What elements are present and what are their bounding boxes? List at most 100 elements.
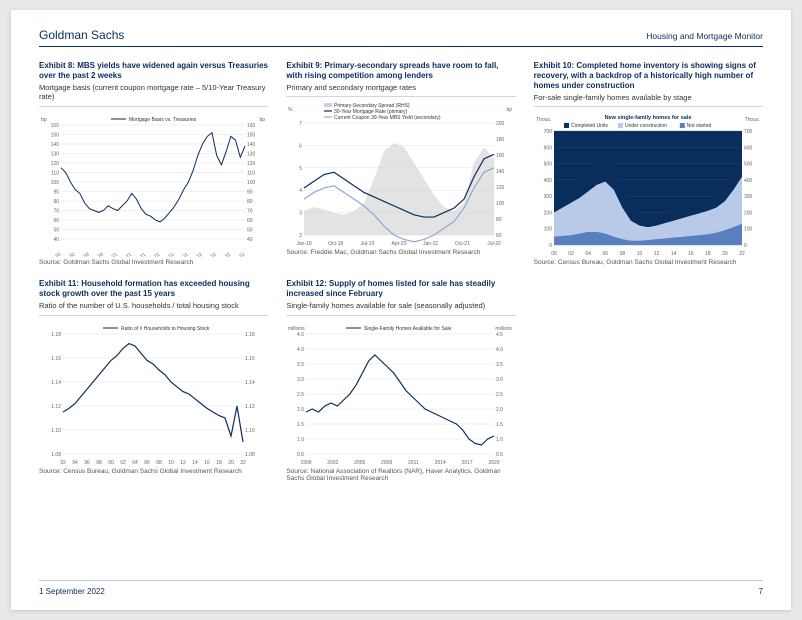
exhibit-12: Exhibit 12: Supply of homes listed for s… (286, 279, 515, 483)
svg-text:180: 180 (496, 137, 505, 143)
exhibit-source: Source: Census Bureau, Goldman Sachs Glo… (534, 259, 763, 267)
svg-text:22: 22 (240, 460, 246, 466)
svg-text:3: 3 (300, 211, 303, 217)
svg-text:20: 20 (722, 251, 728, 257)
svg-text:40: 40 (247, 237, 253, 243)
svg-text:96: 96 (84, 460, 90, 466)
svg-text:6: 6 (300, 144, 303, 150)
svg-text:bp: bp (507, 107, 513, 113)
exhibit-title: Exhibit 10: Completed home inventory is … (534, 61, 763, 91)
svg-text:1.14: 1.14 (245, 380, 255, 386)
svg-text:400: 400 (744, 178, 753, 184)
svg-text:98: 98 (96, 460, 102, 466)
svg-text:120: 120 (51, 161, 60, 167)
line-chart: bpbp404050506060707080809090100100110110… (39, 111, 267, 257)
svg-text:Aug-21: Aug-21 (145, 251, 162, 256)
section-label: Housing and Mortgage Monitor (646, 31, 763, 41)
svg-text:3.5: 3.5 (496, 362, 503, 368)
line-chart: 1.081.081.101.101.121.121.141.141.161.16… (39, 320, 267, 466)
svg-text:4.0: 4.0 (496, 347, 503, 353)
svg-text:Oct-18: Oct-18 (328, 241, 343, 247)
exhibit-subtitle: For-sale single-family homes available b… (534, 93, 763, 102)
svg-text:Jun-21: Jun-21 (131, 251, 147, 256)
svg-text:80: 80 (496, 217, 502, 223)
svg-text:500: 500 (543, 162, 552, 168)
svg-text:94: 94 (72, 460, 78, 466)
svg-text:Oct-20: Oct-20 (75, 251, 91, 256)
svg-text:92: 92 (60, 460, 66, 466)
svg-text:1.5: 1.5 (496, 422, 503, 428)
svg-text:2020: 2020 (489, 460, 500, 466)
svg-text:16: 16 (688, 251, 694, 257)
svg-text:Oct-21: Oct-21 (455, 241, 470, 247)
svg-text:12: 12 (653, 251, 659, 257)
svg-text:80: 80 (53, 199, 59, 205)
svg-text:1.08: 1.08 (51, 452, 61, 458)
page-footer: 1 September 2022 7 (39, 580, 763, 596)
svg-text:0: 0 (549, 243, 552, 249)
svg-text:500: 500 (744, 162, 753, 168)
svg-text:100: 100 (744, 227, 753, 233)
svg-text:Jun-22: Jun-22 (216, 251, 232, 256)
svg-text:00: 00 (108, 460, 114, 466)
svg-text:3.5: 3.5 (297, 362, 304, 368)
svg-text:70: 70 (247, 208, 253, 214)
svg-text:Dec-21: Dec-21 (173, 251, 190, 256)
svg-text:1.16: 1.16 (245, 356, 255, 362)
svg-text:20: 20 (228, 460, 234, 466)
svg-text:1.14: 1.14 (51, 380, 61, 386)
chart-container: Thous.Thous.New single-family homes for … (534, 106, 763, 256)
svg-text:1.10: 1.10 (51, 428, 61, 434)
svg-text:300: 300 (744, 195, 753, 201)
svg-text:Not started: Not started (686, 123, 711, 129)
exhibit-source: Source: Census Bureau, Goldman Sachs Glo… (39, 468, 268, 476)
svg-text:600: 600 (744, 146, 753, 152)
exhibit-source: Source: National Association of Realtors… (286, 468, 515, 484)
page-header: Goldman Sachs Housing and Mortgage Monit… (39, 28, 763, 47)
svg-text:Mortgage Basis vs. Treasuries: Mortgage Basis vs. Treasuries (129, 117, 197, 123)
svg-text:bp: bp (259, 117, 265, 123)
svg-text:200: 200 (543, 211, 552, 217)
svg-text:4.5: 4.5 (297, 332, 304, 338)
svg-text:Jan-18: Jan-18 (297, 241, 313, 247)
svg-text:Feb-21: Feb-21 (102, 251, 119, 256)
svg-text:100: 100 (247, 180, 256, 186)
svg-text:2.5: 2.5 (297, 392, 304, 398)
exhibit-title: Exhibit 12: Supply of homes listed for s… (286, 279, 515, 299)
svg-text:Apr-21: Apr-21 (117, 251, 133, 256)
exhibit-grid: Exhibit 8: MBS yields have widened again… (39, 61, 763, 483)
svg-text:Under construction: Under construction (625, 123, 667, 129)
exhibit-title: Exhibit 11: Household formation has exce… (39, 279, 268, 299)
svg-text:1.12: 1.12 (245, 404, 255, 410)
svg-text:160: 160 (496, 153, 505, 159)
svg-text:7: 7 (300, 121, 303, 127)
svg-text:00: 00 (551, 251, 557, 257)
svg-text:140: 140 (247, 142, 256, 148)
svg-text:Jan-21: Jan-21 (423, 241, 439, 247)
svg-text:Current Coupon 30-Year MBS Yie: Current Coupon 30-Year MBS Yield (second… (334, 115, 441, 121)
footer-date: 1 September 2022 (39, 587, 105, 596)
chart-container: millionsmillions0.50.51.01.01.51.52.02.0… (286, 315, 515, 465)
svg-text:1.12: 1.12 (51, 404, 61, 410)
svg-text:50: 50 (53, 227, 59, 233)
svg-text:1.0: 1.0 (496, 437, 503, 443)
exhibit-9: Exhibit 9: Primary-secondary spreads hav… (286, 61, 515, 267)
svg-text:60: 60 (53, 218, 59, 224)
svg-text:3.0: 3.0 (297, 377, 304, 383)
svg-text:150: 150 (247, 132, 256, 138)
svg-text:120: 120 (247, 161, 256, 167)
svg-text:08: 08 (156, 460, 162, 466)
svg-text:Aug-20: Aug-20 (60, 251, 77, 256)
svg-text:400: 400 (543, 178, 552, 184)
footer-page-number: 7 (759, 587, 763, 596)
svg-text:90: 90 (247, 189, 253, 195)
svg-text:0: 0 (744, 243, 747, 249)
svg-text:22: 22 (739, 251, 745, 257)
svg-text:Aug-22: Aug-22 (229, 251, 246, 256)
exhibit-title: Exhibit 8: MBS yields have widened again… (39, 61, 268, 81)
svg-text:14: 14 (671, 251, 677, 257)
svg-text:160: 160 (51, 123, 60, 129)
svg-text:Dec-20: Dec-20 (88, 251, 105, 256)
svg-text:600: 600 (543, 146, 552, 152)
svg-text:1.18: 1.18 (51, 332, 61, 338)
